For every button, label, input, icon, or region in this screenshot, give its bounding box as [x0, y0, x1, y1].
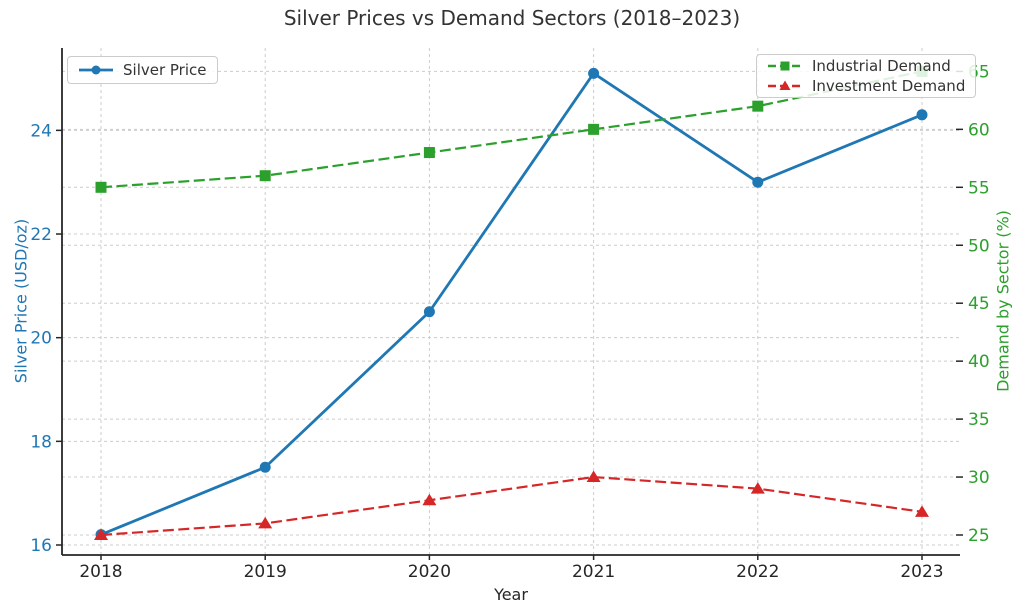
- svg-text:55: 55: [968, 178, 990, 198]
- svg-text:50: 50: [968, 236, 990, 256]
- chart-title: Silver Prices vs Demand Sectors (2018–20…: [283, 6, 741, 30]
- svg-text:20: 20: [30, 329, 52, 349]
- svg-text:24: 24: [30, 121, 52, 141]
- legend-item-silver-price: Silver Price: [78, 60, 207, 80]
- silver-price-line: [100, 71, 923, 536]
- x-axis-ticks: 2018 2019 2020 2021 2022 2023: [79, 555, 944, 582]
- svg-text:2020: 2020: [408, 562, 451, 582]
- svg-text:40: 40: [968, 352, 990, 372]
- investment-demand-line: [100, 475, 923, 537]
- legend-label: Investment Demand: [812, 77, 966, 95]
- svg-text:35: 35: [968, 410, 990, 430]
- svg-text:30: 30: [968, 468, 990, 488]
- silver-price-line-sample-icon: [79, 65, 113, 75]
- x-axis-label: Year: [494, 585, 528, 604]
- legend-item-investment-demand: Investment Demand: [767, 77, 965, 95]
- svg-text:2019: 2019: [244, 562, 287, 582]
- svg-text:2023: 2023: [900, 562, 943, 582]
- y-axis-left-ticks: 16 18 20 22 24: [30, 121, 62, 556]
- svg-text:2021: 2021: [572, 562, 615, 582]
- legend-left: Silver Price: [67, 56, 218, 84]
- industrial-demand-line: [100, 70, 923, 189]
- y-axis-label-right: Demand by Sector (%): [993, 210, 1013, 392]
- svg-text:45: 45: [968, 294, 990, 314]
- y-axis-label-left: Silver Price (USD/oz): [11, 218, 31, 384]
- investment-demand-line-sample-icon: [768, 80, 802, 90]
- svg-text:18: 18: [30, 432, 52, 452]
- svg-text:60: 60: [968, 120, 990, 140]
- svg-text:2018: 2018: [79, 562, 122, 582]
- industrial-demand-line-sample-icon: [768, 61, 802, 71]
- svg-text:16: 16: [30, 536, 52, 556]
- series-investment-demand: [94, 470, 929, 540]
- legend-label: Silver Price: [123, 61, 207, 79]
- svg-text:22: 22: [30, 225, 52, 245]
- axes-spines: [61, 48, 960, 556]
- legend-item-industrial-demand: Industrial Demand: [767, 57, 965, 75]
- gridlines: [62, 48, 960, 555]
- svg-text:25: 25: [968, 526, 990, 546]
- legend-label: Industrial Demand: [812, 57, 951, 75]
- legend-right: Industrial Demand Investment Demand: [756, 54, 977, 98]
- series-silver-price: [95, 67, 928, 541]
- svg-text:2022: 2022: [736, 562, 779, 582]
